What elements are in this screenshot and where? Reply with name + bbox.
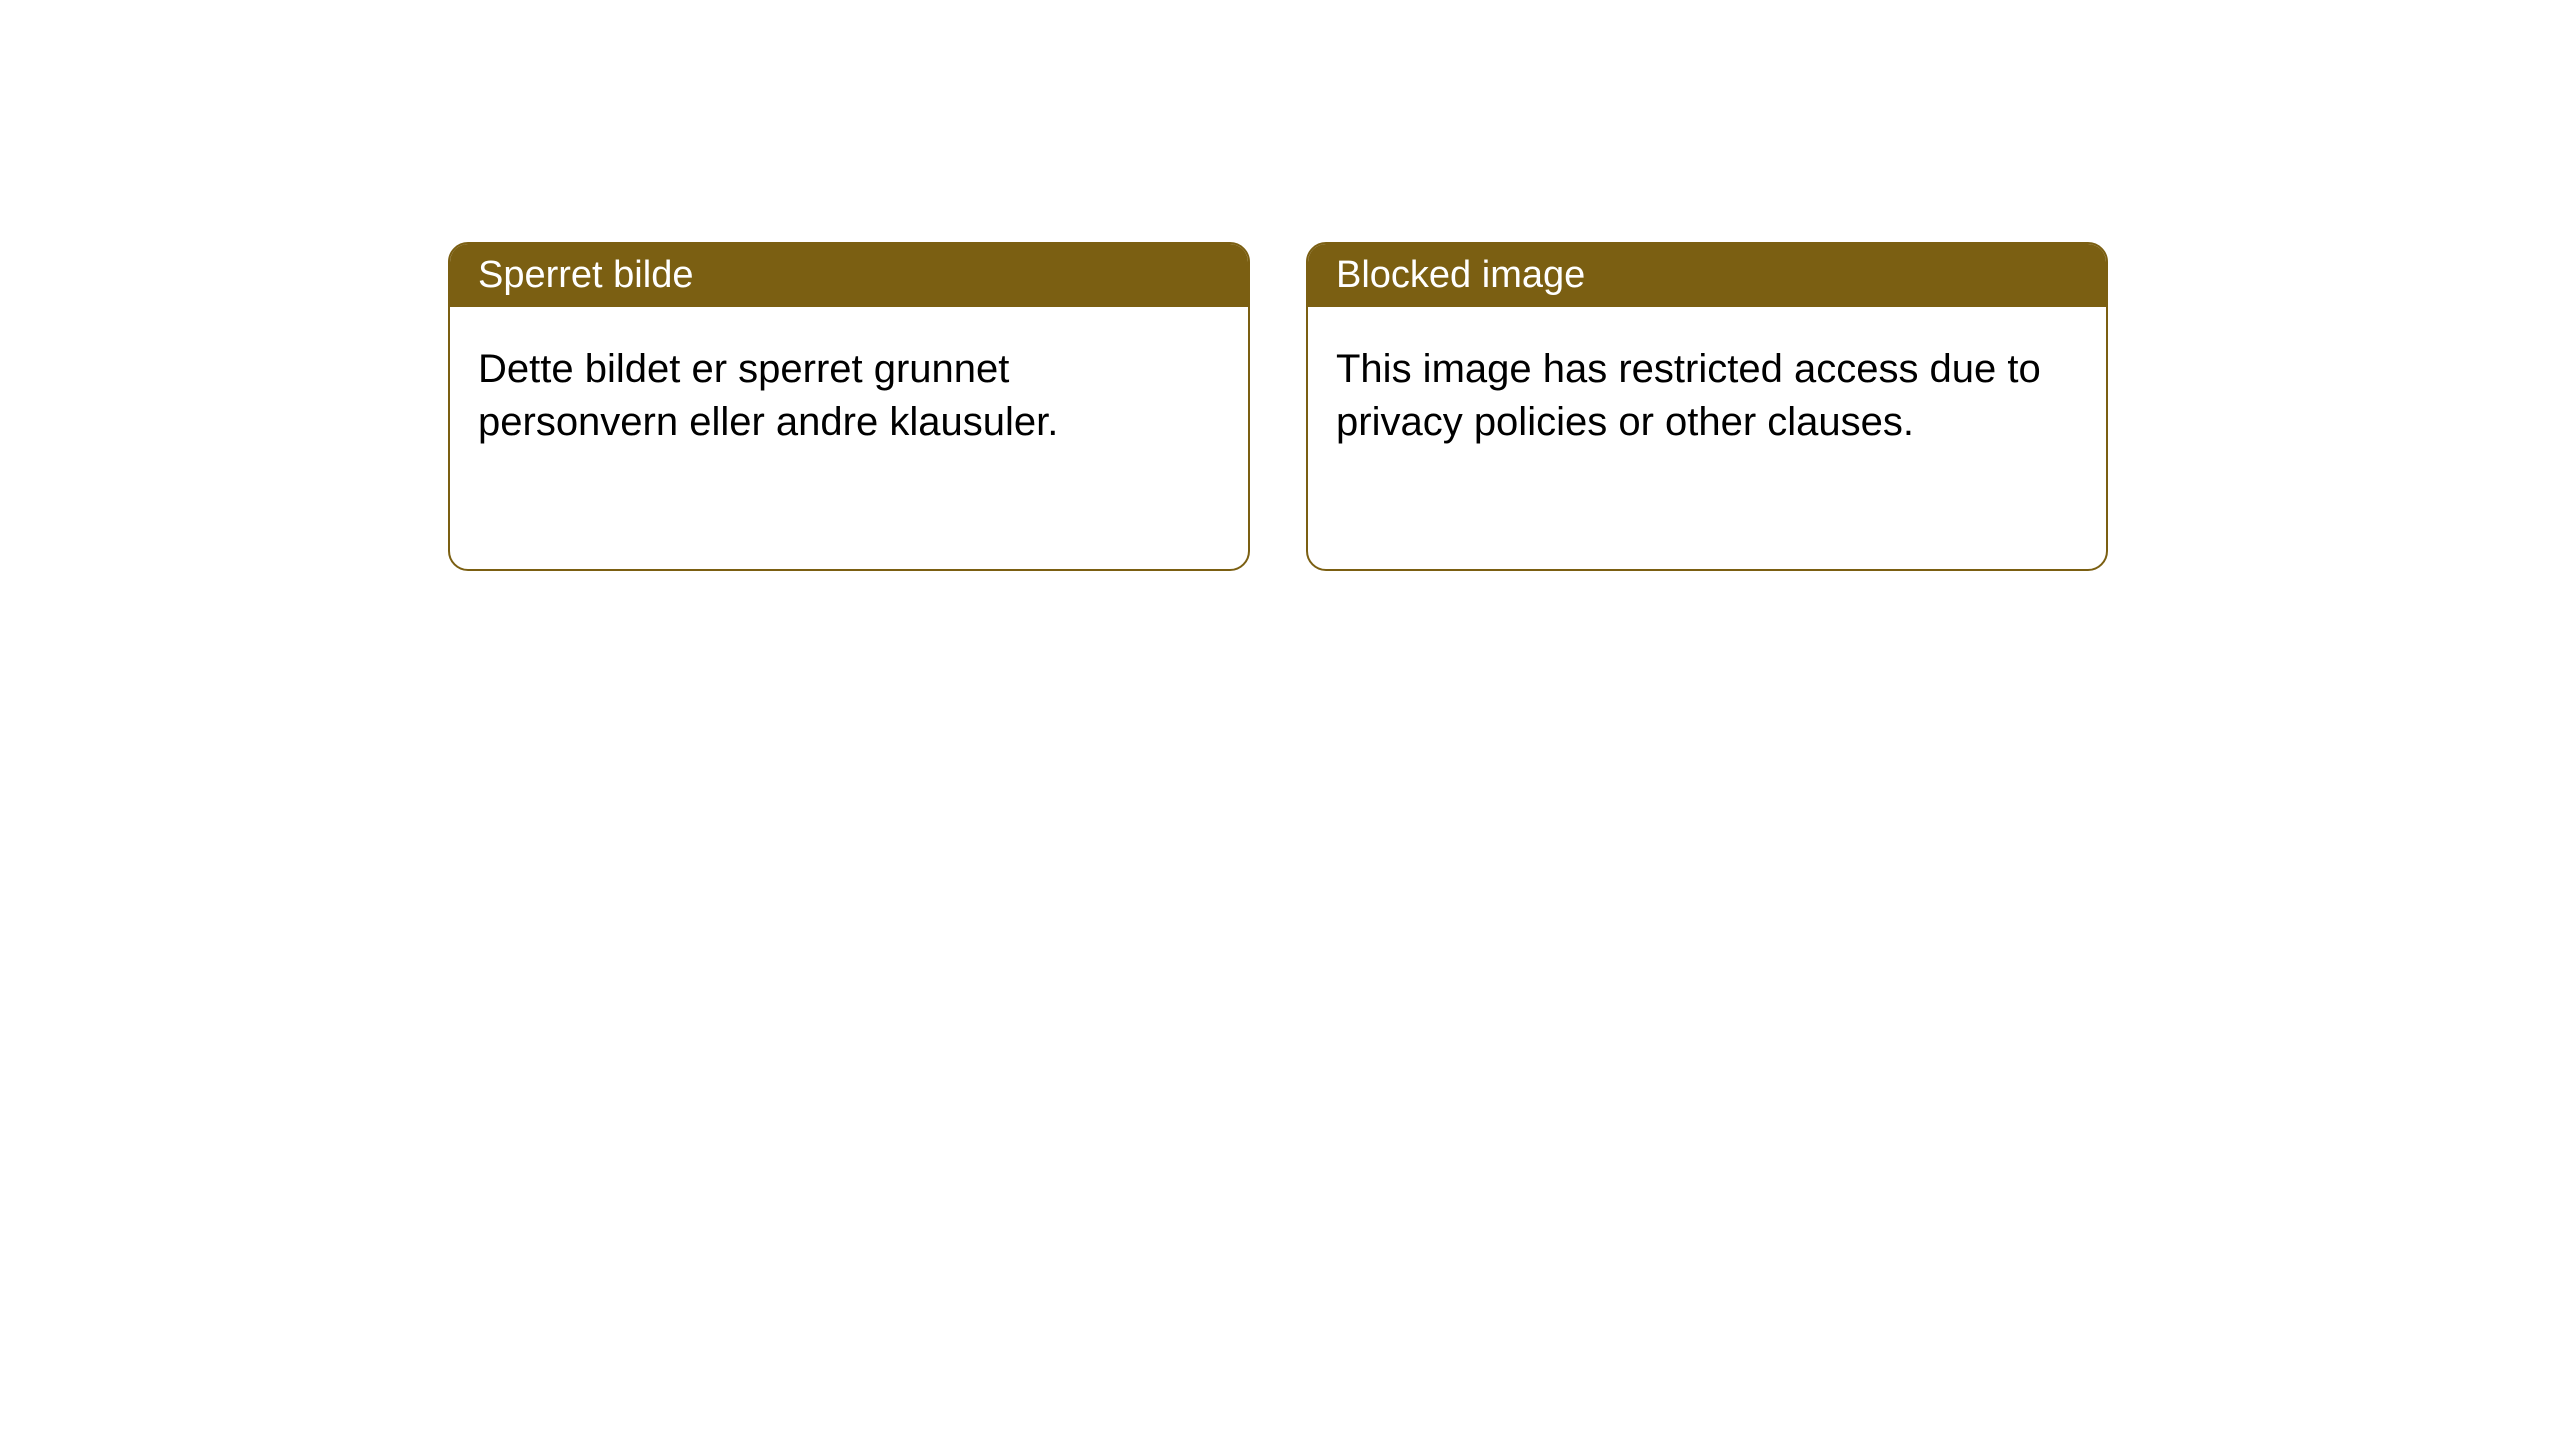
notice-container: Sperret bilde Dette bildet er sperret gr…: [0, 0, 2560, 571]
notice-card-english: Blocked image This image has restricted …: [1306, 242, 2108, 571]
notice-header: Blocked image: [1308, 244, 2106, 307]
notice-card-norwegian: Sperret bilde Dette bildet er sperret gr…: [448, 242, 1250, 571]
notice-body: Dette bildet er sperret grunnet personve…: [450, 307, 1248, 569]
notice-header: Sperret bilde: [450, 244, 1248, 307]
notice-body: This image has restricted access due to …: [1308, 307, 2106, 569]
